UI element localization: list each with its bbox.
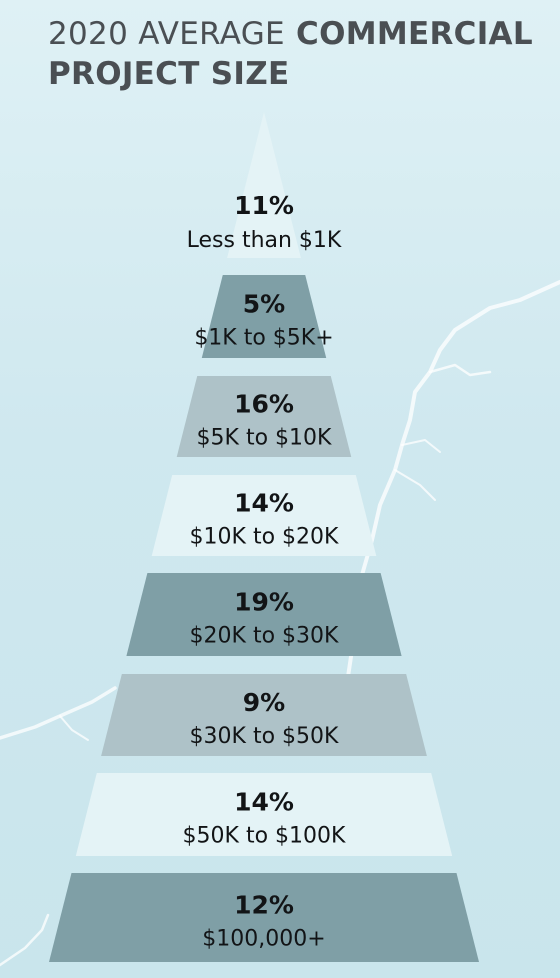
tier-category-label: $20K to $30K (190, 624, 339, 649)
pyramid-tier-8 (49, 873, 479, 962)
tier-category-label: Less than $1K (187, 228, 342, 253)
pyramid-tier-5 (126, 573, 402, 656)
tier-value-label: 16% (234, 390, 294, 419)
tier-value-label: 5% (243, 290, 285, 319)
pyramid-tier-1 (227, 112, 301, 258)
chart-title: 2020 AVERAGE COMMERCIAL PROJECT SIZE (48, 14, 548, 94)
tier-value-label: 9% (243, 688, 285, 717)
pyramid-tier-3 (176, 376, 352, 457)
pyramid-tier-2 (201, 275, 327, 358)
title-bold-part-1: COMMERCIAL (296, 16, 533, 52)
tier-category-label: $100,000+ (202, 927, 325, 952)
pyramid-tier-6 (101, 674, 427, 756)
tier-value-label: 14% (234, 788, 294, 817)
tier-category-label: $5K to $10K (197, 426, 332, 451)
pyramid-tier-4 (151, 475, 377, 556)
tier-category-label: $1K to $5K+ (194, 326, 333, 351)
tier-value-label: 14% (234, 489, 294, 518)
pyramid-tier-7 (75, 773, 453, 856)
tier-value-label: 11% (234, 191, 294, 220)
tier-value-label: 19% (234, 588, 294, 617)
tier-category-label: $50K to $100K (183, 824, 346, 849)
tier-category-label: $10K to $20K (190, 525, 339, 550)
pyramid-tiers: 11% Less than $1K 5% $1K to $5K+ 16% $5K to $… (49, 112, 479, 962)
tier-category-label: $30K to $50K (190, 724, 339, 749)
title-bold-part-2: PROJECT SIZE (48, 56, 290, 92)
title-light-part: 2020 AVERAGE (48, 16, 285, 52)
tier-value-label: 12% (234, 891, 294, 920)
